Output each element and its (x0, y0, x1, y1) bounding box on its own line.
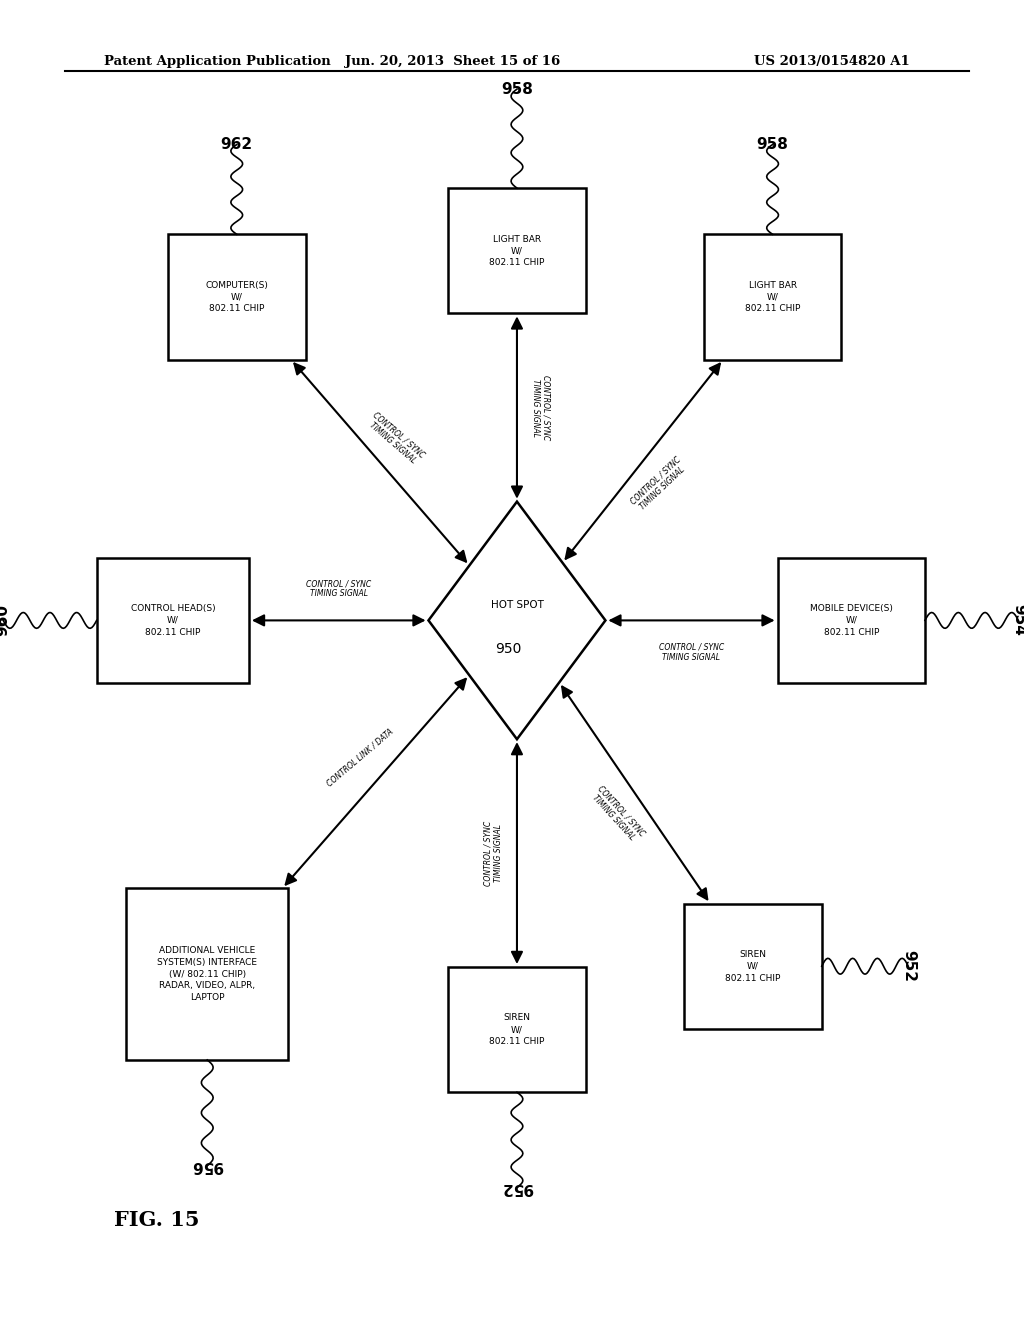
Bar (168, 235, 305, 359)
Text: 962: 962 (221, 137, 253, 152)
Text: CONTROL LINK / DATA: CONTROL LINK / DATA (326, 727, 395, 788)
Text: CONTROL / SYNC
TIMING SIGNAL: CONTROL / SYNC TIMING SIGNAL (365, 411, 427, 467)
Text: SIREN
W/
802.11 CHIP: SIREN W/ 802.11 CHIP (725, 950, 780, 982)
Text: CONTROL / SYNC
TIMING SIGNAL: CONTROL / SYNC TIMING SIGNAL (658, 643, 724, 661)
Text: Jun. 20, 2013  Sheet 15 of 16: Jun. 20, 2013 Sheet 15 of 16 (345, 55, 561, 69)
Text: US 2013/0154820 A1: US 2013/0154820 A1 (754, 55, 909, 69)
Text: CONTROL / SYNC
TIMING SIGNAL: CONTROL / SYNC TIMING SIGNAL (530, 375, 550, 440)
Text: MOBILE DEVICE(S)
W/
802.11 CHIP: MOBILE DEVICE(S) W/ 802.11 CHIP (810, 605, 893, 636)
Text: 950: 950 (496, 643, 521, 656)
Text: 956: 956 (191, 1158, 223, 1173)
Text: ADDITIONAL VEHICLE
SYSTEM(S) INTERFACE
(W/ 802.11 CHIP)
RADAR, VIDEO, ALPR,
LAPT: ADDITIONAL VEHICLE SYSTEM(S) INTERFACE (… (158, 946, 257, 1002)
Text: SIREN
W/
802.11 CHIP: SIREN W/ 802.11 CHIP (489, 1014, 545, 1045)
Bar (126, 888, 289, 1060)
Text: CONTROL HEAD(S)
W/
802.11 CHIP: CONTROL HEAD(S) W/ 802.11 CHIP (130, 605, 215, 636)
Text: 952: 952 (901, 950, 915, 982)
Text: 958: 958 (757, 137, 788, 152)
Bar (449, 966, 586, 1093)
Bar (777, 557, 925, 682)
Text: FIG. 15: FIG. 15 (114, 1210, 200, 1230)
Text: CONTROL / SYNC
TIMING SIGNAL: CONTROL / SYNC TIMING SIGNAL (629, 455, 689, 513)
Text: 960: 960 (0, 605, 10, 636)
Text: CONTROL / SYNC
TIMING SIGNAL: CONTROL / SYNC TIMING SIGNAL (588, 784, 646, 845)
Polygon shape (428, 502, 605, 739)
Text: 954: 954 (1011, 605, 1024, 636)
Text: LIGHT BAR
W/
802.11 CHIP: LIGHT BAR W/ 802.11 CHIP (489, 235, 545, 267)
Text: CONTROL / SYNC
TIMING SIGNAL: CONTROL / SYNC TIMING SIGNAL (306, 579, 372, 598)
Text: HOT SPOT: HOT SPOT (490, 599, 544, 610)
Text: 952: 952 (501, 1180, 532, 1195)
Bar (703, 235, 842, 359)
Text: LIGHT BAR
W/
802.11 CHIP: LIGHT BAR W/ 802.11 CHIP (744, 281, 801, 313)
Text: COMPUTER(S)
W/
802.11 CHIP: COMPUTER(S) W/ 802.11 CHIP (205, 281, 268, 313)
Text: 958: 958 (501, 82, 532, 96)
Text: Patent Application Publication: Patent Application Publication (104, 55, 331, 69)
Bar (96, 557, 249, 682)
Bar (449, 187, 586, 313)
Bar (684, 903, 821, 1030)
Text: CONTROL / SYNC
TIMING SIGNAL: CONTROL / SYNC TIMING SIGNAL (483, 821, 503, 886)
